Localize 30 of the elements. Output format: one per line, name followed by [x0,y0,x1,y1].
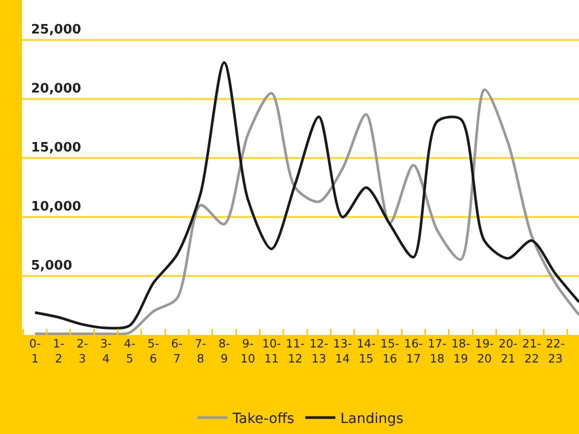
x-tick-label: 10-11 [262,336,281,366]
x-tick-label: 0-1 [29,336,41,366]
x-tick-label: 17-18 [428,336,446,366]
legend-label: Landings [340,411,404,428]
x-tick-label: 15-16 [380,336,400,366]
x-tick-label: 6-7 [171,336,183,366]
x-tick-label: 1-2 [52,336,64,366]
x-tick-label: 13-14 [333,336,352,366]
x-tick-label: 3-4 [100,336,112,366]
x-tick-label: 22-23 [546,336,565,366]
x-tick-label: 9-10 [240,336,256,366]
x-tick-label: 7-8 [194,336,206,366]
x-tick-label: 2-3 [76,336,88,366]
x-tick-label: 18-19 [451,336,470,366]
y-tick-label: 10,000 [31,200,82,215]
y-tick-label: 25,000 [31,22,82,38]
x-tick-label: 21-22 [522,336,542,366]
x-tick-label: 19-20 [474,336,494,366]
x-tick-label: 20-21 [498,336,518,366]
y-tick-label: 5,000 [31,258,72,274]
y-tick-label: 15,000 [31,140,82,156]
x-tick-label: 11-12 [286,336,305,366]
legend-label: Take-offs [232,411,294,428]
x-tick-label: 4-5 [124,336,136,366]
x-tick-label: 14-15 [356,336,376,366]
x-tick-label: 5-6 [148,336,160,366]
x-tick-label: 12-13 [309,336,328,366]
y-tick-label: 20,000 [31,82,82,97]
x-tick-label: 8-9 [218,336,230,366]
x-tick-label: 16-17 [404,336,423,366]
